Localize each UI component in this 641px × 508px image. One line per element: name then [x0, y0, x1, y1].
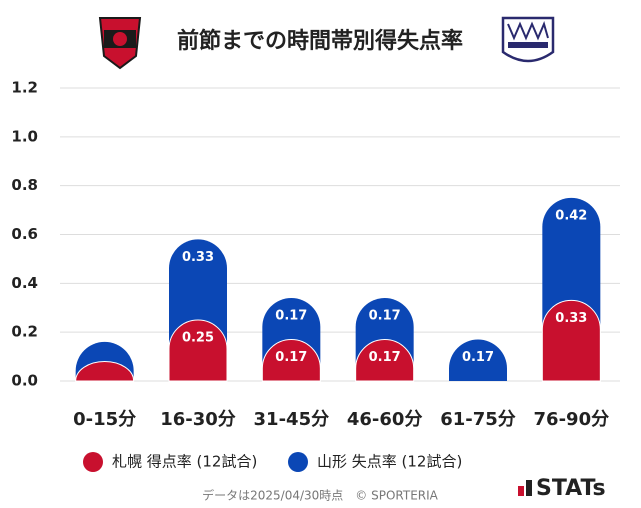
bar-segment [355, 339, 415, 382]
away-logo [501, 16, 555, 63]
data-label: 0.17 [369, 350, 401, 365]
home-logo [98, 17, 142, 70]
legend-label: 山形 失点率 (12試合) [317, 453, 462, 471]
data-label: 0.42 [555, 208, 587, 223]
bar-segment [261, 339, 321, 382]
x-tick-label: 0-15分 [73, 409, 136, 430]
data-label: 0.25 [182, 330, 214, 345]
legend-swatch [83, 452, 103, 472]
bar-segment [449, 339, 507, 381]
x-tick-label: 31-45分 [254, 409, 330, 430]
bar-segment [542, 197, 601, 330]
y-tick-label: 1.0 [11, 127, 38, 145]
data-label: 0.17 [462, 350, 494, 365]
bar-segment [75, 361, 135, 382]
y-tick-label: 1.2 [11, 79, 38, 97]
bar-segment [168, 319, 228, 382]
data-label: 0.17 [369, 308, 401, 323]
chart-title: 前節までの時間帯別得失点率 [177, 28, 463, 54]
footer: データは2025/04/30時点 © SPORTERIA [202, 488, 439, 503]
legend-swatch [288, 452, 308, 472]
y-tick-label: 0.0 [11, 372, 38, 390]
data-label: 0.33 [182, 250, 214, 265]
x-tick-label: 46-60分 [347, 409, 423, 430]
x-tick-label: 76-90分 [534, 409, 610, 430]
y-tick-label: 0.8 [11, 176, 38, 194]
data-label: 0.17 [275, 350, 307, 365]
x-tick-label: 61-75分 [440, 409, 516, 430]
y-tick-label: 0.2 [11, 323, 38, 341]
data-label: 0.33 [555, 311, 587, 326]
y-tick-label: 0.6 [11, 225, 38, 243]
bar-segment [169, 239, 227, 349]
brand-logo [518, 480, 532, 496]
legend-label: 札幌 得点率 (12試合) [112, 453, 257, 471]
x-tick-label: 16-30分 [160, 409, 236, 430]
data-label: 0.17 [275, 308, 307, 323]
y-tick-label: 0.4 [11, 274, 38, 292]
brand: STATs [536, 476, 606, 501]
bar-segment [541, 300, 601, 382]
